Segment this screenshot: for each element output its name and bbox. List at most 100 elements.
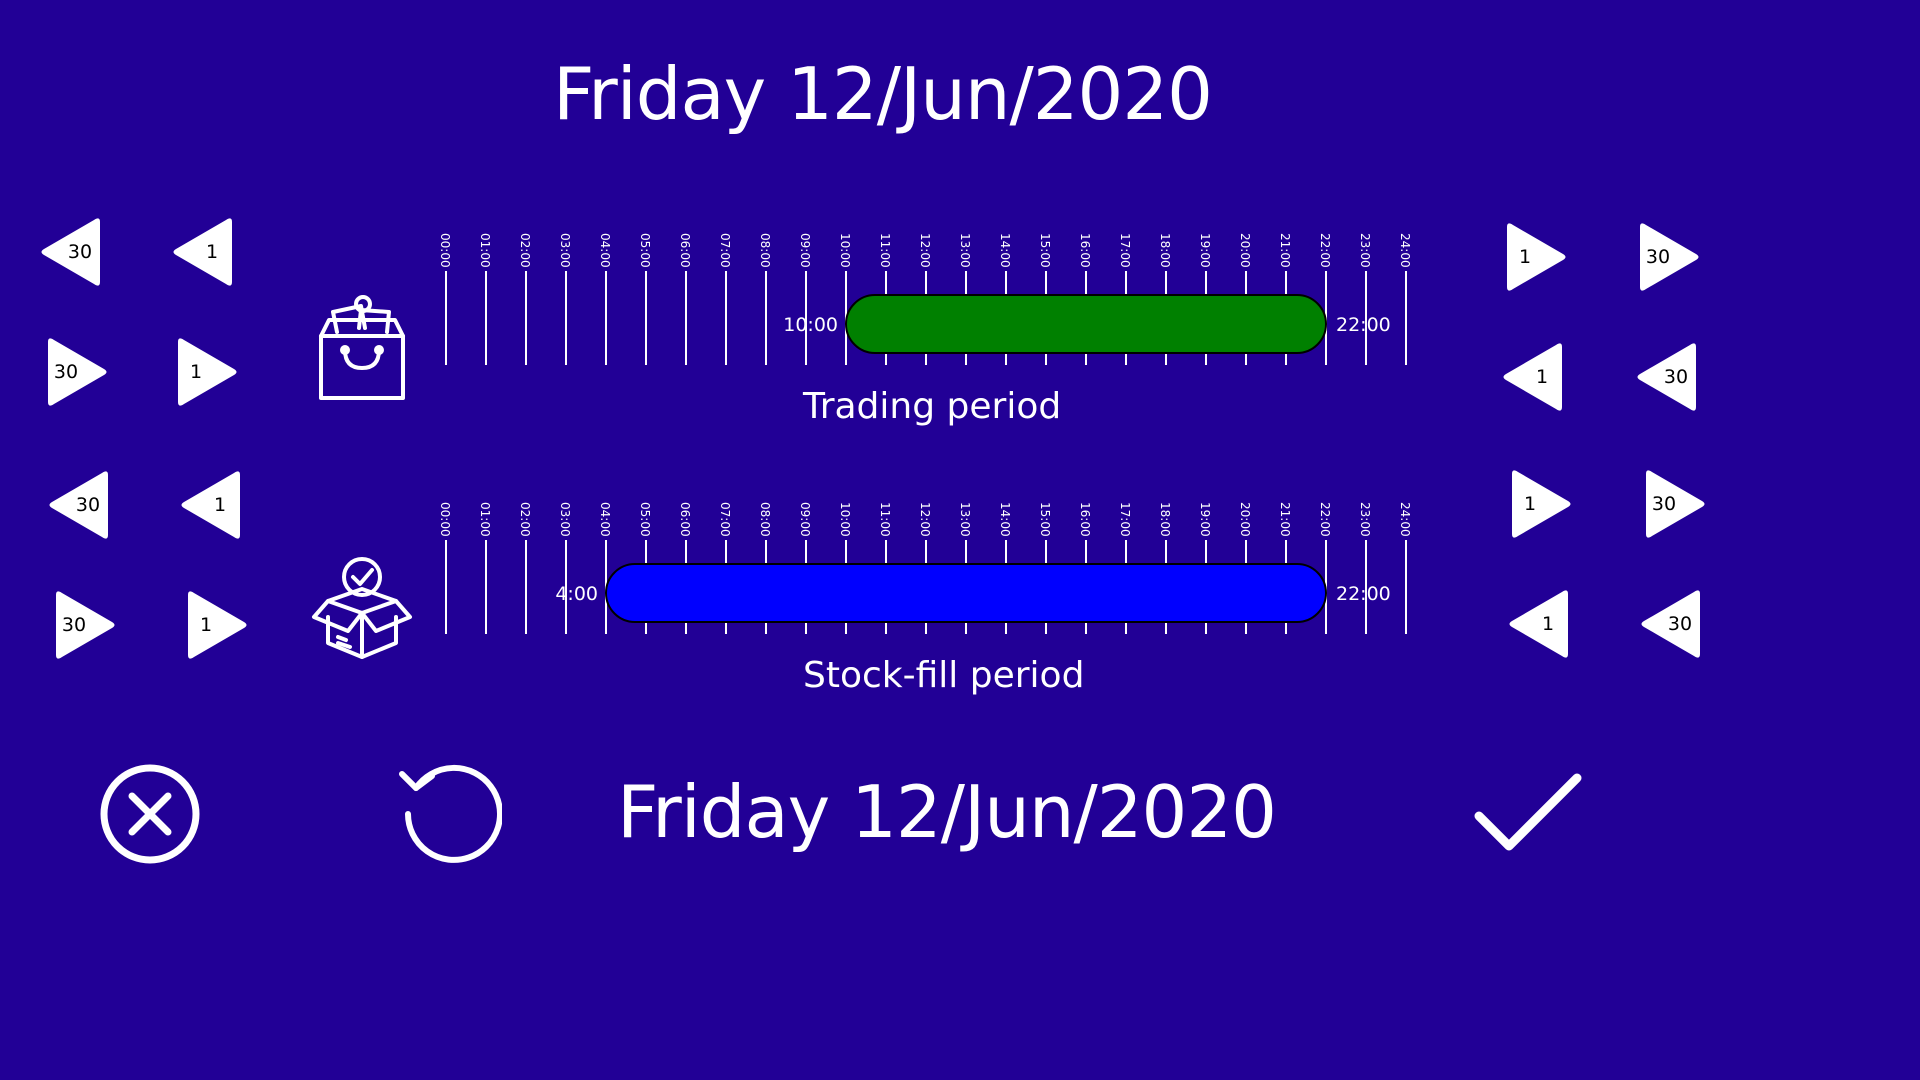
stockfill-hour-label: 21:00 <box>1278 502 1292 537</box>
stockfill-hour-label: 17:00 <box>1118 502 1132 537</box>
open-box-check-icon <box>310 555 414 661</box>
trading-hour-label: 09:00 <box>798 233 812 268</box>
stockfill-hour-label: 08:00 <box>758 502 772 537</box>
trading-start-fwd-30-button[interactable]: 30 <box>38 336 110 408</box>
trading-hour-label: 19:00 <box>1198 233 1212 268</box>
trading-hour-label: 05:00 <box>638 233 652 268</box>
trading-hour-label: 21:00 <box>1278 233 1292 268</box>
stockfill-hour-label: 05:00 <box>638 502 652 537</box>
trading-period-bar[interactable] <box>845 294 1327 354</box>
stockfill-hour-label: 18:00 <box>1158 502 1172 537</box>
trading-hour-label: 14:00 <box>998 233 1012 268</box>
trading-end-fwd-1-button[interactable]: 1 <box>1497 221 1569 293</box>
trading-start-back-1-label: 1 <box>205 241 219 263</box>
stock-start-fwd-30-label: 30 <box>61 614 87 636</box>
stock-start-fwd-1-button[interactable]: 1 <box>178 589 250 661</box>
trading-hour-label: 12:00 <box>918 233 932 268</box>
trading-hour-label: 02:00 <box>518 233 532 268</box>
trading-hour-label: 06:00 <box>678 233 692 268</box>
stockfill-hour-label: 06:00 <box>678 502 692 537</box>
trading-hour-label: 18:00 <box>1158 233 1172 268</box>
confirm-button[interactable] <box>1473 772 1583 852</box>
trading-timeline[interactable]: 00:00 01:00 02:00 03:00 04:00 05:00 06:00 07:00… <box>438 225 1418 365</box>
stock-start-fwd-1-label: 1 <box>199 614 213 636</box>
cancel-circle-x-icon <box>100 764 200 864</box>
stock-end-fwd-30-button[interactable]: 30 <box>1636 468 1708 540</box>
stockfill-hour-label: 03:00 <box>558 502 572 537</box>
trading-hour-label: 10:00 <box>838 233 852 268</box>
trading-hour-label: 22:00 <box>1318 233 1332 268</box>
trading-hour-label: 00:00 <box>438 233 452 268</box>
trading-hour-label: 13:00 <box>958 233 972 268</box>
stock-end-back-1-button[interactable]: 1 <box>1506 588 1578 660</box>
trading-hour-label: 17:00 <box>1118 233 1132 268</box>
footer-date: Friday 12/Jun/2020 <box>617 770 1277 854</box>
stock-end-back-30-button[interactable]: 30 <box>1638 588 1710 660</box>
stockfill-hour-label: 13:00 <box>958 502 972 537</box>
trading-hour-label: 20:00 <box>1238 233 1252 268</box>
reset-button[interactable] <box>398 762 503 866</box>
trading-start-fwd-1-button[interactable]: 1 <box>168 336 240 408</box>
stockfill-hour-label: 02:00 <box>518 502 532 537</box>
stockfill-hour-label: 01:00 <box>478 502 492 537</box>
trading-end-fwd-30-button[interactable]: 30 <box>1630 221 1702 293</box>
trading-hour-label: 07:00 <box>718 233 732 268</box>
stock-end-fwd-1-button[interactable]: 1 <box>1502 468 1574 540</box>
stock-end-back-1-label: 1 <box>1541 613 1555 635</box>
trading-hour-label: 03:00 <box>558 233 572 268</box>
stockfill-end-time-label: 22:00 <box>1336 583 1391 605</box>
trading-end-back-30-label: 30 <box>1663 366 1689 388</box>
trading-end-back-1-button[interactable]: 1 <box>1500 341 1572 413</box>
stockfill-hour-label: 22:00 <box>1318 502 1332 537</box>
stock-start-back-30-button[interactable]: 30 <box>46 469 118 541</box>
stockfill-hour-label: 09:00 <box>798 502 812 537</box>
stock-end-fwd-30-label: 30 <box>1651 493 1677 515</box>
trading-start-back-1-button[interactable]: 1 <box>170 216 242 288</box>
stockfill-period-bar[interactable] <box>605 563 1327 623</box>
stockfill-hour-label: 23:00 <box>1358 502 1372 537</box>
trading-hour-label: 16:00 <box>1078 233 1092 268</box>
stockfill-hour-label: 00:00 <box>438 502 452 537</box>
stockfill-timeline[interactable]: 00:00 01:00 02:00 03:00 04:00 05:00 06:00 07:00… <box>438 494 1418 634</box>
stockfill-hour-label: 10:00 <box>838 502 852 537</box>
stock-end-back-30-label: 30 <box>1667 613 1693 635</box>
trading-start-fwd-30-label: 30 <box>53 361 79 383</box>
trading-timeline-chart[interactable]: 00:00 01:00 02:00 03:00 04:00 05:00 06:00 07:00… <box>438 225 1418 365</box>
trading-start-back-30-button[interactable]: 30 <box>38 216 110 288</box>
trading-start-time-label: 10:00 <box>783 314 838 336</box>
trading-end-back-30-button[interactable]: 30 <box>1634 341 1706 413</box>
stockfill-hour-label: 07:00 <box>718 502 732 537</box>
trading-hour-label: 11:00 <box>878 233 892 268</box>
stockfill-hour-label: 24:00 <box>1398 502 1412 537</box>
stockfill-period-label: Stock-fill period <box>803 655 1085 696</box>
trading-hour-label: 04:00 <box>598 233 612 268</box>
trading-start-fwd-1-label: 1 <box>189 361 203 383</box>
stock-start-back-30-label: 30 <box>75 494 101 516</box>
trading-hour-label: 23:00 <box>1358 233 1372 268</box>
trading-hour-label: 01:00 <box>478 233 492 268</box>
trading-hour-label: 15:00 <box>1038 233 1052 268</box>
trading-start-back-30-label: 30 <box>67 241 93 263</box>
stockfill-hour-label: 14:00 <box>998 502 1012 537</box>
trading-hour-label: 08:00 <box>758 233 772 268</box>
checkmark-icon <box>1474 773 1582 851</box>
reset-rotate-icon <box>399 764 503 863</box>
header-date: Friday 12/Jun/2020 <box>553 52 1213 136</box>
stock-end-fwd-1-label: 1 <box>1523 493 1537 515</box>
stockfill-hour-label: 15:00 <box>1038 502 1052 537</box>
trading-period-label: Trading period <box>803 386 1062 427</box>
stockfill-hour-label: 11:00 <box>878 502 892 537</box>
trading-hour-label: 24:00 <box>1398 233 1412 268</box>
stock-start-fwd-30-button[interactable]: 30 <box>46 589 118 661</box>
cancel-button[interactable] <box>98 762 202 866</box>
trading-end-fwd-30-label: 30 <box>1645 246 1671 268</box>
stock-start-back-1-label: 1 <box>213 494 227 516</box>
stockfill-hour-label: 20:00 <box>1238 502 1252 537</box>
shopping-bag-icon <box>315 294 409 402</box>
stock-start-back-1-button[interactable]: 1 <box>178 469 250 541</box>
stockfill-timeline-chart[interactable]: 00:00 01:00 02:00 03:00 04:00 05:00 06:00 07:00… <box>438 494 1418 634</box>
stockfill-hour-label: 19:00 <box>1198 502 1212 537</box>
stockfill-hour-label: 12:00 <box>918 502 932 537</box>
stockfill-hour-label: 16:00 <box>1078 502 1092 537</box>
stockfill-hour-label: 04:00 <box>598 502 612 537</box>
